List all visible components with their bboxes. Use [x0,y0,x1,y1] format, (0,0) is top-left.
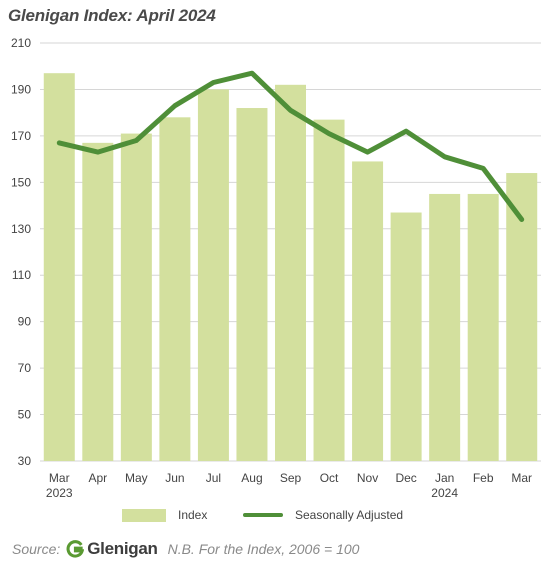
x-tick-label: Mar [49,471,70,485]
x-tick-label: Jul [206,471,221,485]
x-year-label: 2024 [431,486,458,500]
legend-item-index: Index [122,503,207,527]
y-tick-label: 50 [18,408,32,422]
bar-index-9 [390,212,422,461]
x-tick-label: Dec [395,471,416,485]
y-tick-label: 150 [11,175,31,189]
legend-label-seasonally-adjusted: Seasonally Adjusted [295,508,404,522]
glenigan-g-icon [66,540,85,558]
chart-title: Glenigan Index: April 2024 [8,6,216,25]
legend: Index Seasonally Adjusted [0,503,554,527]
bar-index-5 [236,108,268,462]
x-tick-label: May [125,471,148,485]
bar-index-10 [429,193,461,461]
bar-index-11 [467,193,499,461]
x-tick-label: Apr [88,471,107,485]
bar-index-3 [159,117,191,462]
bar-index-1 [82,142,114,461]
logo-text: Glenigan [87,539,158,558]
y-tick-label: 190 [11,82,31,96]
legend-swatch-seasonally-adjusted [243,513,283,517]
bar-index-2 [120,133,152,462]
y-tick-label: 210 [11,36,31,50]
bar-index-0 [43,73,75,461]
x-tick-label: Feb [473,471,494,485]
legend-label-index: Index [178,508,208,522]
y-tick-label: 90 [18,315,32,329]
x-tick-label: Nov [357,471,378,485]
y-tick-label: 110 [12,268,31,282]
x-tick-label: Jun [165,471,184,485]
bar-index-4 [197,89,229,461]
glenigan-logo: Glenigan [66,539,158,559]
source-label: Source: [12,541,61,557]
x-tick-label: Mar [511,471,532,485]
index-bars [43,73,538,462]
x-tick-label: Oct [320,471,339,485]
legend-swatch-index [122,508,166,522]
source-footer: Source: Glenigan N.B. For the Index, 200… [12,536,359,562]
y-tick-label: 130 [11,222,31,236]
x-tick-label: Sep [280,471,302,485]
bar-index-6 [275,84,306,462]
bar-index-8 [352,161,384,461]
legend-item-seasonally-adjusted: Seasonally Adjusted [243,503,403,527]
seasonally-adjusted-line-group [56,70,525,222]
y-tick-label: 30 [18,454,32,468]
bar-index-7 [313,119,345,461]
x-year-label: 2023 [46,486,73,500]
source-note: N.B. For the Index, 2006 = 100 [167,541,360,557]
y-axis-ticks: 30 50 70 90 110 130 150 170 190 210 [11,36,31,468]
y-tick-label: 170 [11,129,31,143]
x-tick-label: Aug [241,471,262,485]
y-tick-label: 70 [18,361,32,375]
x-tick-label: Jan [435,471,454,485]
